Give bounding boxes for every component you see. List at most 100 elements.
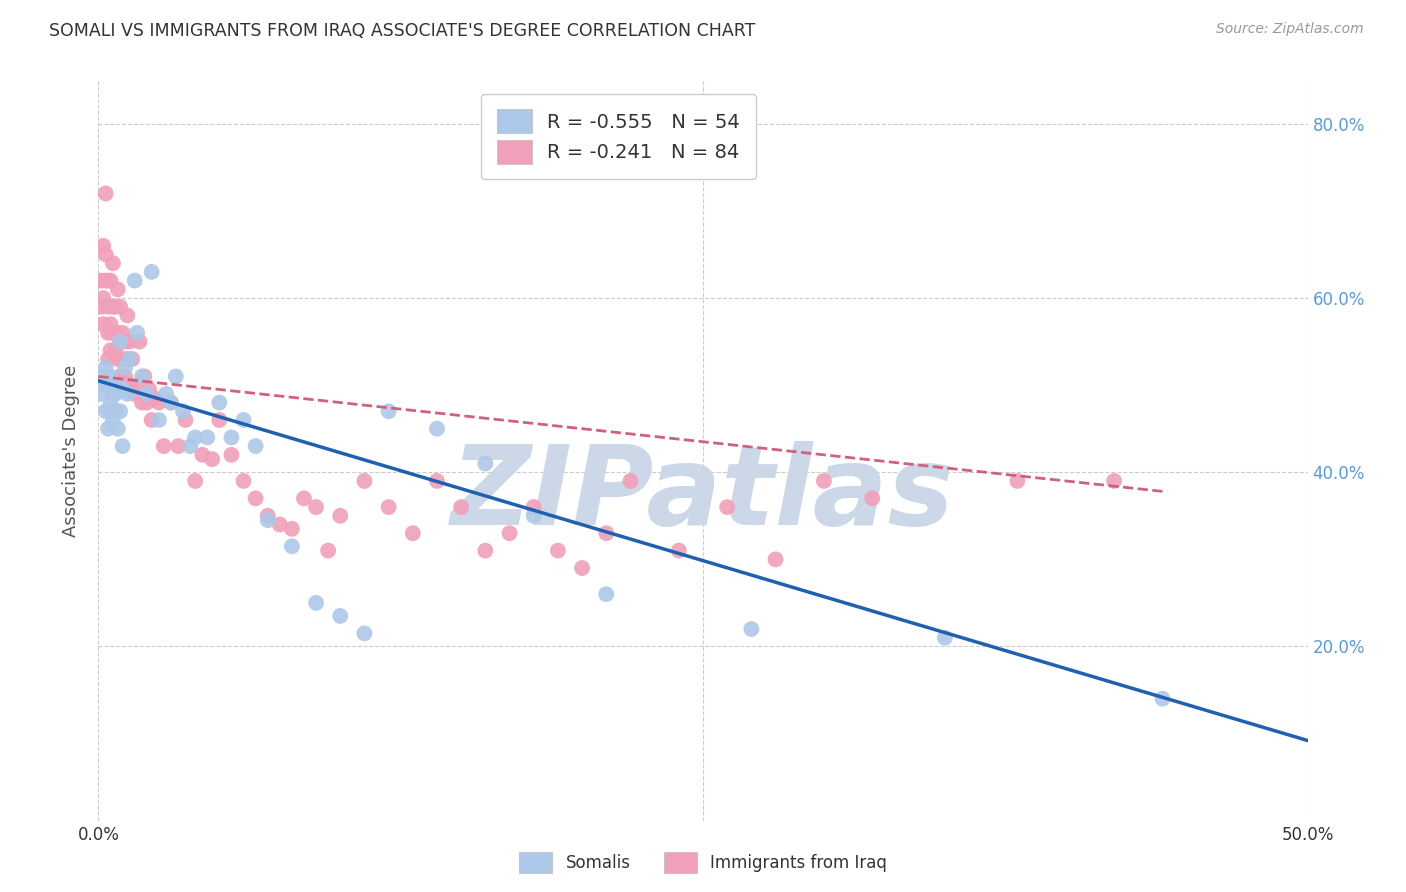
Point: [595, 587, 617, 601]
Point: [90, 300, 112, 314]
Point: [117, 351, 139, 366]
Point: [377, 404, 399, 418]
Point: [100, 395, 122, 409]
Point: [90, 387, 112, 401]
Point: [91, 378, 114, 392]
Point: [281, 522, 304, 536]
Point: [104, 300, 127, 314]
Point: [94, 360, 117, 375]
Point: [426, 474, 449, 488]
Point: [111, 378, 134, 392]
Point: [450, 500, 472, 514]
Point: [353, 626, 375, 640]
Point: [111, 351, 134, 366]
Point: [94, 404, 117, 418]
Point: [97, 300, 120, 314]
Point: [90, 274, 112, 288]
Point: [269, 517, 291, 532]
Point: [104, 378, 127, 392]
Point: [104, 404, 127, 418]
Point: [402, 526, 425, 541]
Point: [523, 508, 546, 523]
Point: [138, 383, 160, 397]
Y-axis label: Associate's Degree: Associate's Degree: [62, 364, 80, 537]
Point: [292, 491, 315, 506]
Point: [135, 395, 157, 409]
Point: [90, 378, 112, 392]
Point: [167, 439, 190, 453]
Point: [740, 622, 762, 636]
Point: [523, 500, 546, 514]
Point: [131, 369, 153, 384]
Point: [860, 491, 883, 506]
Point: [201, 452, 224, 467]
Point: [813, 474, 835, 488]
Point: [571, 561, 593, 575]
Point: [353, 474, 375, 488]
Point: [143, 391, 166, 405]
Point: [111, 326, 134, 340]
Point: [179, 439, 201, 453]
Point: [765, 552, 787, 566]
Point: [118, 378, 141, 392]
Point: [135, 387, 157, 401]
Point: [208, 413, 231, 427]
Point: [111, 439, 134, 453]
Legend: R = -0.555   N = 54, R = -0.241   N = 84: R = -0.555 N = 54, R = -0.241 N = 84: [481, 94, 755, 179]
Point: [305, 500, 328, 514]
Point: [107, 378, 129, 392]
Point: [104, 387, 127, 401]
Point: [245, 439, 267, 453]
Point: [141, 265, 163, 279]
Point: [498, 526, 520, 541]
Point: [97, 422, 120, 436]
Point: [316, 543, 339, 558]
Point: [118, 334, 141, 349]
Point: [165, 369, 187, 384]
Point: [111, 383, 134, 397]
Point: [191, 448, 214, 462]
Point: [426, 422, 449, 436]
Point: [101, 256, 124, 270]
Point: [107, 351, 129, 366]
Point: [91, 291, 114, 305]
Point: [100, 317, 122, 331]
Point: [100, 274, 122, 288]
Point: [184, 430, 207, 444]
Point: [97, 326, 120, 340]
Point: [1152, 691, 1174, 706]
Point: [91, 369, 114, 384]
Point: [114, 360, 136, 375]
Point: [281, 539, 304, 553]
Point: [256, 508, 278, 523]
Point: [160, 395, 183, 409]
Point: [174, 413, 197, 427]
Point: [245, 491, 267, 506]
Point: [127, 326, 149, 340]
Point: [108, 334, 131, 349]
Point: [232, 474, 254, 488]
Point: [305, 596, 328, 610]
Point: [934, 631, 956, 645]
Point: [97, 351, 120, 366]
Point: [474, 457, 496, 471]
Point: [474, 543, 496, 558]
Point: [104, 343, 127, 358]
Point: [619, 474, 641, 488]
Point: [91, 239, 114, 253]
Point: [124, 387, 146, 401]
Point: [108, 404, 131, 418]
Point: [114, 334, 136, 349]
Point: [121, 351, 143, 366]
Point: [148, 413, 170, 427]
Point: [97, 274, 120, 288]
Point: [134, 369, 156, 384]
Point: [141, 413, 163, 427]
Point: [152, 439, 174, 453]
Text: SOMALI VS IMMIGRANTS FROM IRAQ ASSOCIATE'S DEGREE CORRELATION CHART: SOMALI VS IMMIGRANTS FROM IRAQ ASSOCIATE…: [49, 22, 755, 40]
Point: [107, 282, 129, 296]
Point: [117, 309, 139, 323]
Point: [377, 500, 399, 514]
Point: [221, 430, 243, 444]
Point: [107, 326, 129, 340]
